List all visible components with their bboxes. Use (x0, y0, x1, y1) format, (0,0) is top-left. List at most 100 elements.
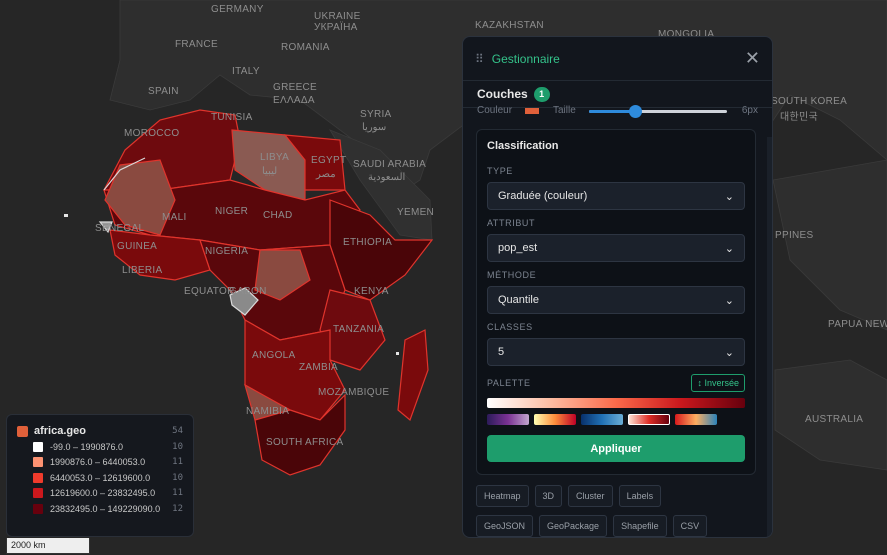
map-label: GERMANY (211, 4, 264, 15)
palette-option[interactable] (534, 414, 576, 425)
method-label: MÉTHODE (487, 270, 537, 280)
classification-heading: Classification (487, 140, 559, 152)
attribute-select[interactable]: pop_est ⌄ (487, 234, 745, 262)
legend-swatch (33, 457, 43, 468)
map-label: NAMIBIA (246, 406, 290, 417)
type-label: TYPE (487, 166, 513, 176)
tool-chip[interactable]: CSV (672, 515, 708, 537)
map-label: ITALY (232, 66, 260, 77)
palette-option[interactable] (675, 414, 717, 425)
highlight-outlines (98, 157, 259, 316)
export-row: GeoJSON GeoPackage Shapefile CSV (476, 515, 708, 537)
layers-count-badge: 1 (533, 86, 550, 102)
africa-choropleth (103, 109, 434, 476)
map-label: SAUDI ARABIA (353, 159, 427, 170)
map-label: MOZAMBIQUE (318, 387, 390, 398)
land-australia (774, 359, 887, 471)
legend-total-count: 54 (172, 426, 183, 436)
size-slider-thumb[interactable] (628, 105, 642, 118)
legend-count: 11 (172, 488, 183, 499)
tool-chip[interactable]: Labels (618, 485, 662, 507)
color-label: Couleur (477, 105, 513, 116)
region-madagascar (397, 329, 429, 422)
size-slider-track[interactable] (589, 110, 727, 113)
legend-swatch (33, 488, 43, 499)
scale-bar: 2000 km (6, 538, 90, 554)
map-label: GUINEA (117, 241, 158, 252)
legend-range: 12619600.0 – 23832495.0 (50, 488, 156, 499)
map-label: ZAMBIA (299, 362, 339, 373)
map-label: LIBERIA (122, 265, 163, 276)
palette-option[interactable] (487, 414, 529, 425)
map-label: EQUATOR (184, 286, 235, 297)
panel-scrollbar[interactable] (767, 137, 772, 537)
tool-chip[interactable]: Cluster (568, 485, 613, 507)
legend-swatch (33, 472, 43, 483)
legend-classes: -99.0 – 1990876.0 10 1990876.0 – 6440053.0… (17, 439, 183, 517)
layers-section-header[interactable]: Couches 1 (463, 81, 772, 107)
region-west-coast (109, 229, 211, 281)
type-select[interactable]: Graduée (couleur) ⌄ (487, 182, 745, 210)
legend-range: -99.0 – 1990876.0 (50, 441, 124, 452)
color-picker[interactable] (525, 108, 539, 114)
region-egypt (283, 134, 346, 191)
attribute-select-value: pop_est (498, 242, 538, 254)
map-label: GABON (229, 286, 267, 297)
legend-count: 10 (172, 472, 183, 483)
palette-options (487, 414, 745, 425)
palette-option[interactable] (628, 414, 670, 425)
tool-chip[interactable]: 3D (534, 485, 563, 507)
land-asia-se (772, 159, 887, 331)
map-label: NIGERIA (205, 246, 249, 257)
map-label: KAZAKHSTAN (475, 20, 544, 31)
map-label: KENYA (354, 286, 389, 297)
panel-title: Gestionnaire (491, 51, 560, 66)
tool-chip[interactable]: Heatmap (476, 485, 529, 507)
drag-handle-icon[interactable]: ⠿ (475, 51, 484, 66)
palette-preview (487, 398, 745, 408)
legend-range: 1990876.0 – 6440053.0 (50, 457, 146, 468)
layer-color-swatch (17, 425, 28, 437)
region-central (254, 249, 311, 301)
apply-button[interactable]: Appliquer (487, 435, 745, 462)
map-label: YEMEN (397, 207, 435, 218)
map-label: SPAIN (148, 86, 179, 97)
map-label: GREECE (273, 82, 318, 93)
legend-row: -99.0 – 1990876.0 10 (33, 439, 183, 455)
map-label: MALI (162, 212, 187, 223)
map-label: السعودية (368, 172, 406, 183)
invert-palette-button[interactable]: ↕ Inversée (691, 374, 745, 392)
panel-header[interactable]: ⠿ Gestionnaire ✕ (463, 37, 772, 81)
close-icon[interactable]: ✕ (744, 48, 760, 68)
tool-chip[interactable]: GeoPackage (539, 515, 608, 537)
map-label: ΕΛΛΑΔΑ (273, 95, 315, 106)
size-slider-fill (589, 110, 635, 113)
map-label: ليبيا (262, 166, 278, 177)
size-value: 6px (741, 105, 758, 116)
map-label: TANZANIA (333, 324, 385, 335)
map-label: MOROCCO (124, 128, 180, 139)
attribute-label: ATTRIBUT (487, 218, 536, 228)
map-label: TUNISIA (211, 112, 253, 123)
legend-swatch (33, 441, 43, 452)
map-label: مصر (316, 169, 336, 180)
map-label: ROMANIA (281, 42, 330, 53)
map-label: ETHIOPIA (343, 237, 393, 248)
size-label: Taille (553, 105, 576, 116)
map-label: SENEGAL (95, 223, 145, 234)
legend-row: 12619600.0 – 23832495.0 11 (33, 486, 183, 502)
map-label: NIGER (215, 206, 249, 217)
legend-swatch (33, 503, 43, 514)
layers-label: Couches (477, 87, 528, 101)
method-select[interactable]: Quantile ⌄ (487, 286, 745, 314)
map-label: AUSTRALIA (805, 414, 864, 425)
classes-select[interactable]: 5 ⌄ (487, 338, 745, 366)
palette-option[interactable] (581, 414, 623, 425)
map-label: MONGOLIA (658, 29, 715, 40)
map-label: SOUTH AFRICA (266, 437, 344, 448)
palette-label: PALETTE (487, 378, 531, 388)
tool-chip[interactable]: GeoJSON (476, 515, 534, 537)
map-label: سوريا (362, 122, 387, 133)
type-select-value: Graduée (couleur) (498, 190, 588, 202)
tool-chip[interactable]: Shapefile (613, 515, 667, 537)
